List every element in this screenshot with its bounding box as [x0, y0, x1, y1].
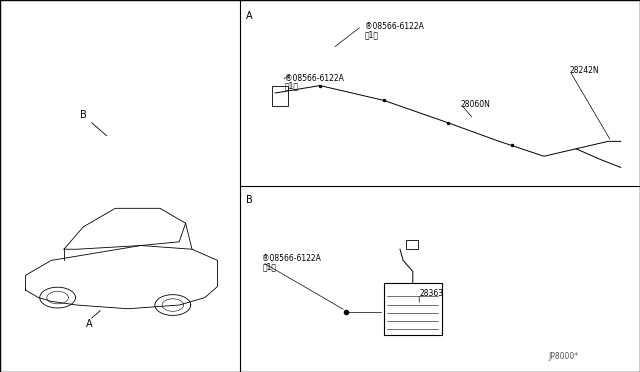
Text: ®08566-6122A: ®08566-6122A: [262, 254, 321, 263]
Text: A: A: [86, 319, 93, 328]
Bar: [272, 86, 288, 106]
Text: JP8000*: JP8000*: [548, 352, 579, 361]
Text: （1）: （1）: [285, 82, 299, 91]
Text: （1）: （1）: [365, 31, 379, 40]
Text: ®08566-6122A: ®08566-6122A: [365, 22, 424, 31]
Bar: [384, 283, 442, 335]
Text: B: B: [80, 110, 86, 120]
Text: 28242N: 28242N: [570, 66, 599, 75]
Text: 28060N: 28060N: [461, 100, 491, 109]
Text: ®08566-6122A: ®08566-6122A: [285, 74, 344, 83]
Text: （1）: （1）: [262, 262, 276, 271]
Text: B: B: [246, 195, 253, 205]
Text: 28363: 28363: [419, 289, 444, 298]
Text: A: A: [246, 11, 253, 21]
Bar: [406, 240, 418, 249]
